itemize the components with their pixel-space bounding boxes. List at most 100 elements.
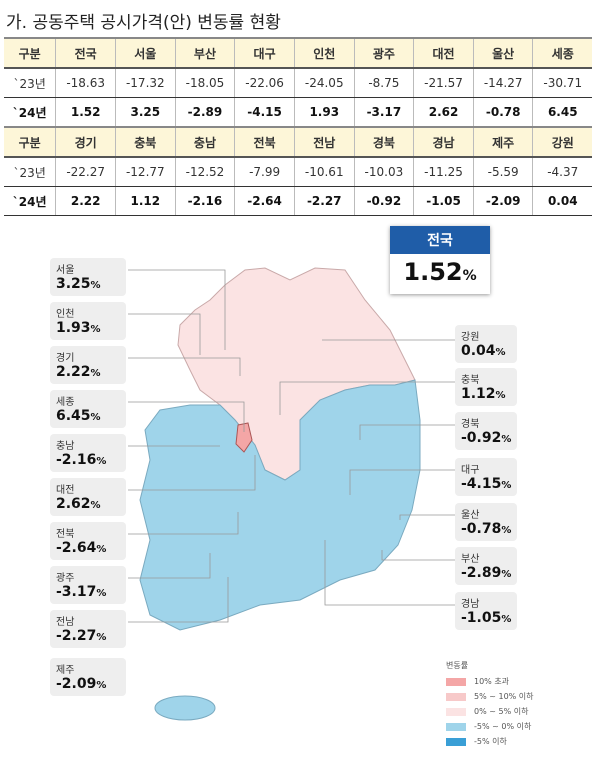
header-cell: 구분 xyxy=(4,37,56,69)
region-label: 대구 -4.15% xyxy=(455,458,517,496)
region-value: -1.05 xyxy=(461,610,502,626)
header-cell: 세종 xyxy=(532,37,592,69)
header-cell: 울산 xyxy=(472,37,533,69)
table-cell: -0.92 xyxy=(353,186,414,216)
region-name: 대전 xyxy=(56,485,75,496)
table-cell: -2.27 xyxy=(293,186,355,216)
region-value: -2.89 xyxy=(461,565,502,581)
legend-item: -5% ~ 0% 이하 xyxy=(446,719,534,734)
region-name: 강원 xyxy=(461,332,480,343)
table-cell: -17.32 xyxy=(115,68,176,98)
legend-label: 10% 초과 xyxy=(474,677,510,686)
header-cell: 전국 xyxy=(55,37,116,69)
region-name: 충북 xyxy=(461,375,480,386)
region-name: 대구 xyxy=(461,465,480,476)
header-cell: 대전 xyxy=(413,37,474,69)
table-cell: -2.16 xyxy=(174,186,235,216)
region-label: 광주 -3.17% xyxy=(50,566,126,604)
table-cell: 2.22 xyxy=(55,186,116,216)
table-cell: 1.12 xyxy=(115,186,176,216)
table-row: `24년 1.52 3.25 -2.89 -4.15 1.93 -3.17 2.62 -0.78… xyxy=(4,97,592,128)
region-value: -4.15 xyxy=(461,476,502,492)
table-cell: -11.25 xyxy=(413,157,474,187)
leader-lines xyxy=(128,269,455,623)
table-cell: -2.89 xyxy=(174,97,235,128)
region-label: 충북 1.12% xyxy=(455,368,517,406)
region-label: 경남 -1.05% xyxy=(455,592,517,630)
table-cell: -7.99 xyxy=(234,157,295,187)
region-name: 전남 xyxy=(56,617,75,628)
region-value: -2.27 xyxy=(56,628,97,644)
table-cell: -30.71 xyxy=(532,68,592,98)
table-cell: -22.06 xyxy=(234,68,295,98)
region-sejong xyxy=(235,422,253,453)
region-label: 전남 -2.27% xyxy=(50,610,126,648)
table-cell: 1.93 xyxy=(293,97,355,128)
region-label: 전북 -2.64% xyxy=(50,522,126,560)
region-label: 인천 1.93% xyxy=(50,302,126,340)
legend-label: -5% ~ 0% 이하 xyxy=(474,722,532,731)
table-cell: 2.62 xyxy=(413,97,474,128)
national-value: 1.52 xyxy=(403,258,463,286)
region-label: 부산 -2.89% xyxy=(455,547,517,585)
table-cell: `23년 xyxy=(4,68,56,98)
legend-item: 10% 초과 xyxy=(446,674,534,689)
header-cell: 경북 xyxy=(353,126,414,158)
region-value: 3.25 xyxy=(56,276,91,292)
header-cell: 제주 xyxy=(472,126,533,158)
region-label: 대전 2.62% xyxy=(50,478,126,516)
region-label: 경기 2.22% xyxy=(50,346,126,384)
table-cell: -10.03 xyxy=(353,157,414,187)
table-cell: 6.45 xyxy=(532,97,592,128)
region-name: 인천 xyxy=(56,309,75,320)
table-cell: -5.59 xyxy=(472,157,533,187)
table-cell: -10.61 xyxy=(293,157,355,187)
region-label: 경북 -0.92% xyxy=(455,412,517,450)
table-row: `23년 -22.27 -12.77 -12.52 -7.99 -10.61 -10.03-… xyxy=(4,157,592,187)
region-name: 울산 xyxy=(461,510,480,521)
region-label: 강원 0.04% xyxy=(455,325,517,363)
region-value: 0.04 xyxy=(461,343,496,359)
table-cell: -2.64 xyxy=(234,186,295,216)
table-cell: -12.77 xyxy=(115,157,176,187)
region-value: 1.12 xyxy=(461,386,496,402)
legend-swatch xyxy=(446,722,466,731)
header-row: 구분 경기 충북 충남 전북 전남 경북 경남 제주 강원 xyxy=(4,126,592,158)
header-cell: 인천 xyxy=(293,37,355,69)
header-cell: 전남 xyxy=(293,126,355,158)
legend-title: 변동률 xyxy=(446,661,469,670)
national-unit: % xyxy=(462,268,477,284)
region-value: -0.92 xyxy=(461,430,502,446)
legend-label: 5% ~ 10% 이하 xyxy=(474,692,534,701)
table-row: `23년 -18.63 -17.32 -18.05 -22.06 -24.05 -8.75-… xyxy=(4,68,592,98)
legend-swatch xyxy=(446,737,466,746)
region-value: 1.93 xyxy=(56,320,91,336)
price-change-table: 구분 전국 서울 부산 대구 인천 광주 대전 울산 세종 `23년 -18.63 -17.32 -18.… xyxy=(4,37,592,216)
table-cell: -12.52 xyxy=(174,157,235,187)
table-cell: 0.04 xyxy=(532,186,592,216)
region-value: -2.64 xyxy=(56,540,97,556)
legend-item: -5% 이하 xyxy=(446,734,534,749)
region-name: 부산 xyxy=(461,554,480,565)
table-cell: `23년 xyxy=(4,157,56,187)
region-label: 서울 3.25% xyxy=(50,258,126,296)
table-cell: -14.27 xyxy=(472,68,533,98)
table-cell: -18.05 xyxy=(174,68,235,98)
table-cell: -1.05 xyxy=(413,186,474,216)
table-cell: -0.78 xyxy=(472,97,533,128)
table-cell: -21.57 xyxy=(413,68,474,98)
region-name: 경남 xyxy=(461,599,480,610)
region-value: -2.16 xyxy=(56,452,97,468)
table-cell: -4.37 xyxy=(532,157,592,187)
national-badge: 전국 1.52% xyxy=(390,226,490,294)
table-cell: -2.09 xyxy=(472,186,533,216)
page-title: 가. 공동주택 공시가격(안) 변동률 현황 xyxy=(6,13,281,33)
header-cell: 서울 xyxy=(115,37,176,69)
region-name: 서울 xyxy=(56,265,75,276)
header-cell: 구분 xyxy=(4,126,56,158)
table-cell: `24년 xyxy=(4,186,56,216)
region-value: -2.09 xyxy=(56,676,97,692)
region-value: 6.45 xyxy=(56,408,91,424)
region-name: 광주 xyxy=(56,573,75,584)
